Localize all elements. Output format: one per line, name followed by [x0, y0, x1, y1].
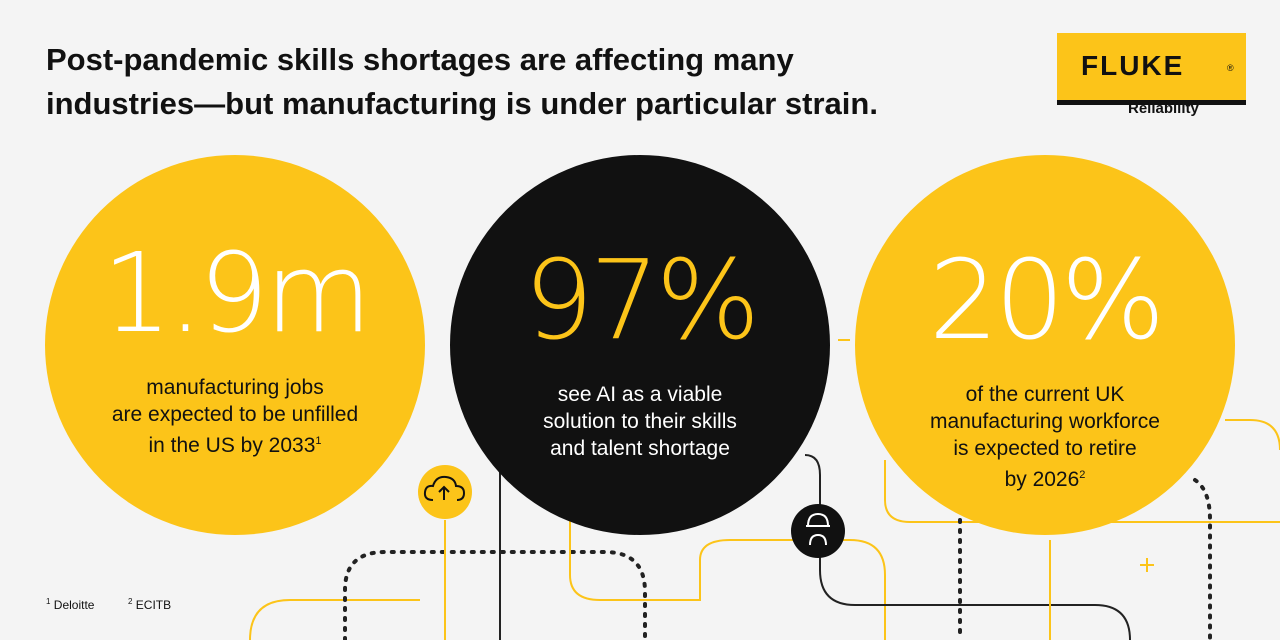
description-line: is expected to retire: [855, 435, 1235, 462]
line-text: are expected to be unfilled: [111, 403, 359, 426]
logo-mark: ®: [1227, 63, 1234, 73]
description-line: of the current UK: [855, 381, 1235, 408]
logo-bar: [1057, 100, 1246, 105]
description-line: in the US by 20331: [45, 428, 425, 459]
title-line: Post-pandemic skills shortages are affec…: [46, 42, 794, 77]
line-text: is expected to retire: [953, 437, 1137, 460]
description-line: by 20262: [855, 462, 1235, 493]
line-text: see AI as a viable: [557, 383, 723, 406]
stat: 20% of the current UK manufacturing workfo…: [855, 245, 1235, 493]
stat-value: 1.9m: [101, 229, 372, 357]
description-line: and talent shortage: [450, 435, 830, 462]
title-line: industries—but manufacturing is under pa…: [46, 86, 878, 121]
description-line: manufacturing jobs: [45, 374, 425, 401]
description-line: are expected to be unfilled: [45, 401, 425, 428]
description-line: solution to their skills: [450, 408, 830, 435]
footnote-mark: 2: [128, 597, 133, 606]
logo-brand: FLUKE: [1081, 50, 1185, 81]
stat-description: see AI as a viable solution to their skil…: [450, 381, 830, 462]
description-line: manufacturing workforce: [855, 408, 1235, 435]
line-text: and talent shortage: [550, 437, 730, 460]
line-text: solution to their skills: [543, 410, 737, 433]
footnote-mark: 1: [46, 597, 51, 606]
logo: FLUKE ®: [1057, 33, 1246, 100]
footnote-text: ECITB: [135, 598, 172, 612]
stat-description: manufacturing jobs are expected to be unf…: [45, 374, 425, 459]
footnote-ref: 1: [315, 435, 322, 447]
line-text: by 2026: [1004, 468, 1080, 491]
stat-value: 20%: [928, 236, 1166, 364]
title: Post-pandemic skills shortages are affec…: [46, 38, 878, 126]
line-text: manufacturing jobs: [146, 376, 324, 399]
description-line: see AI as a viable: [450, 381, 830, 408]
footnote-text: Deloitte: [53, 598, 95, 612]
footnote: 1 Deloitte: [46, 597, 94, 612]
line-text: of the current UK: [965, 383, 1125, 406]
logo-tagline: Reliability: [1128, 100, 1199, 117]
line-text: manufacturing workforce: [930, 410, 1160, 433]
footnote-ref: 2: [1079, 469, 1086, 481]
line-text: in the US by 2033: [148, 434, 316, 457]
stat: 1.9m manufacturing jobs are expected to be…: [45, 238, 425, 459]
stat: 97% see AI as a viable solution to their s…: [450, 245, 830, 462]
stat-value: 97%: [523, 236, 761, 364]
footnote: 2 ECITB: [128, 597, 171, 612]
stat-description: of the current UK manufacturing workforce…: [855, 381, 1235, 493]
